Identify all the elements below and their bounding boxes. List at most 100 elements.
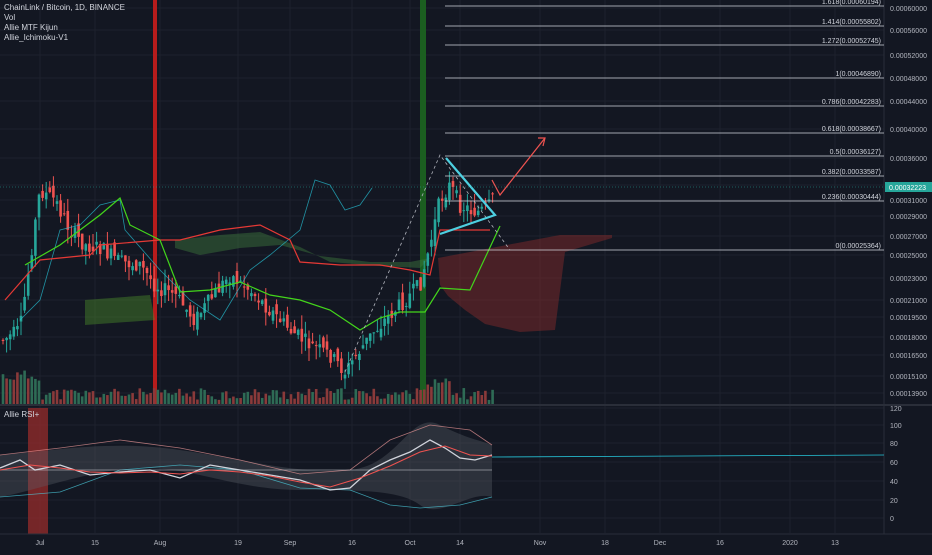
fib-trend-line [344,154,511,373]
candle-body [480,206,484,209]
rsi-signal-line [0,445,493,488]
candle-body [48,187,52,193]
volume-bar [253,389,257,404]
volume-bar [48,392,52,404]
candle-body [113,242,116,256]
candle-body [322,337,325,348]
rsi-band-fill [0,422,492,510]
volume-bar [95,397,98,404]
rsi-indicator-label[interactable]: Allie RSI+ [4,410,40,419]
candle-body [487,199,491,201]
volume-bar [304,395,307,404]
projection-arrow [491,137,546,197]
volume-bar [55,389,59,404]
candle-body [120,255,124,257]
volume-bar [365,393,368,404]
volume-bar [404,390,408,404]
symbol-title[interactable]: ChainLink / Bitcoin, 1D, BINANCE [4,3,125,12]
candle-body [278,318,282,323]
candle-body [343,374,347,379]
volume-bar [437,382,440,404]
volume-bar [358,391,361,404]
volume-bar [257,392,260,404]
volume-bar [275,390,278,404]
volume-indicator-label[interactable]: Vol [4,13,16,22]
volume-bar [354,389,358,404]
candle-body [95,241,98,245]
candle-body [163,283,167,296]
candle-body [142,260,145,268]
volume-bar [394,392,397,404]
candle-body [397,299,401,311]
volume-bar [138,388,142,404]
volume-bar [84,390,88,404]
volume-bar [163,389,167,404]
candle-body [264,298,268,313]
ichimoku-indicator-label[interactable]: Allie_Ichimoku-V1 [4,33,69,42]
candle-body [88,243,91,252]
time-tick-label: Dec [654,540,667,547]
candle-body [102,243,106,250]
time-tick-label: Sep [284,540,297,547]
candle-body [430,239,433,247]
volume-bar [340,388,343,404]
volume-bar [178,388,181,404]
volume-bar [372,388,376,404]
volume-bar [268,395,271,404]
candle-body [84,244,88,251]
volume-bar [476,390,480,404]
bullish-cloud [175,232,430,268]
candle-body [419,277,422,291]
volume-bar [322,397,325,404]
kijun-green-line [24,196,501,331]
volume-bar [487,399,491,404]
volume-bar [408,393,412,404]
candle-body [358,353,361,361]
fib-level-label: 0.786(0.00042283) [822,99,881,106]
kijun-indicator-label[interactable]: Allie MTF Kijun [4,23,58,32]
volume-bar [124,395,127,404]
bearish-cloud [438,235,612,332]
candle-body [73,227,77,238]
volume-bar [91,391,95,404]
candle-body [138,261,142,267]
red-vertical-marker [153,0,157,404]
candle-body [311,341,314,344]
candle-body [156,289,160,292]
volume-bar [242,392,246,404]
volume-bar [462,388,466,404]
volume-bar [199,388,203,404]
kijun-red-line [4,224,490,301]
price-tick-label: 0.00016500 [890,353,927,360]
volume-bar [466,399,469,404]
candle-body [314,345,318,347]
volume-bar [293,398,296,404]
price-tick-label: 0.00023000 [890,276,927,283]
volume-bar [59,399,62,404]
volume-bar [102,393,106,404]
arrow-head [538,137,546,147]
price-tick-label: 0.00025000 [890,253,927,260]
volume-bar [62,389,66,404]
volume-bar [469,396,473,404]
candle-body [59,200,62,217]
rsi-panel: 120 100 80 60 40 20 0 [0,406,902,523]
rsi-lower-band [0,464,493,509]
candle-body [304,333,307,337]
time-tick-label: Oct [405,540,416,547]
time-tick-label: 2020 [782,540,798,547]
volume-bar [88,392,91,404]
candle-body [386,315,390,324]
volume-bar [44,394,48,404]
candle-body [131,266,134,271]
volume-bar [221,392,224,404]
volume-bar [106,395,109,404]
fib-level-label: 0.618(0.00038667) [822,126,881,133]
candle-body [77,223,80,237]
volume-bar [12,379,16,404]
price-tick-label: 0.00019500 [890,315,927,322]
candle-body [214,288,217,298]
volume-bar [484,390,487,404]
